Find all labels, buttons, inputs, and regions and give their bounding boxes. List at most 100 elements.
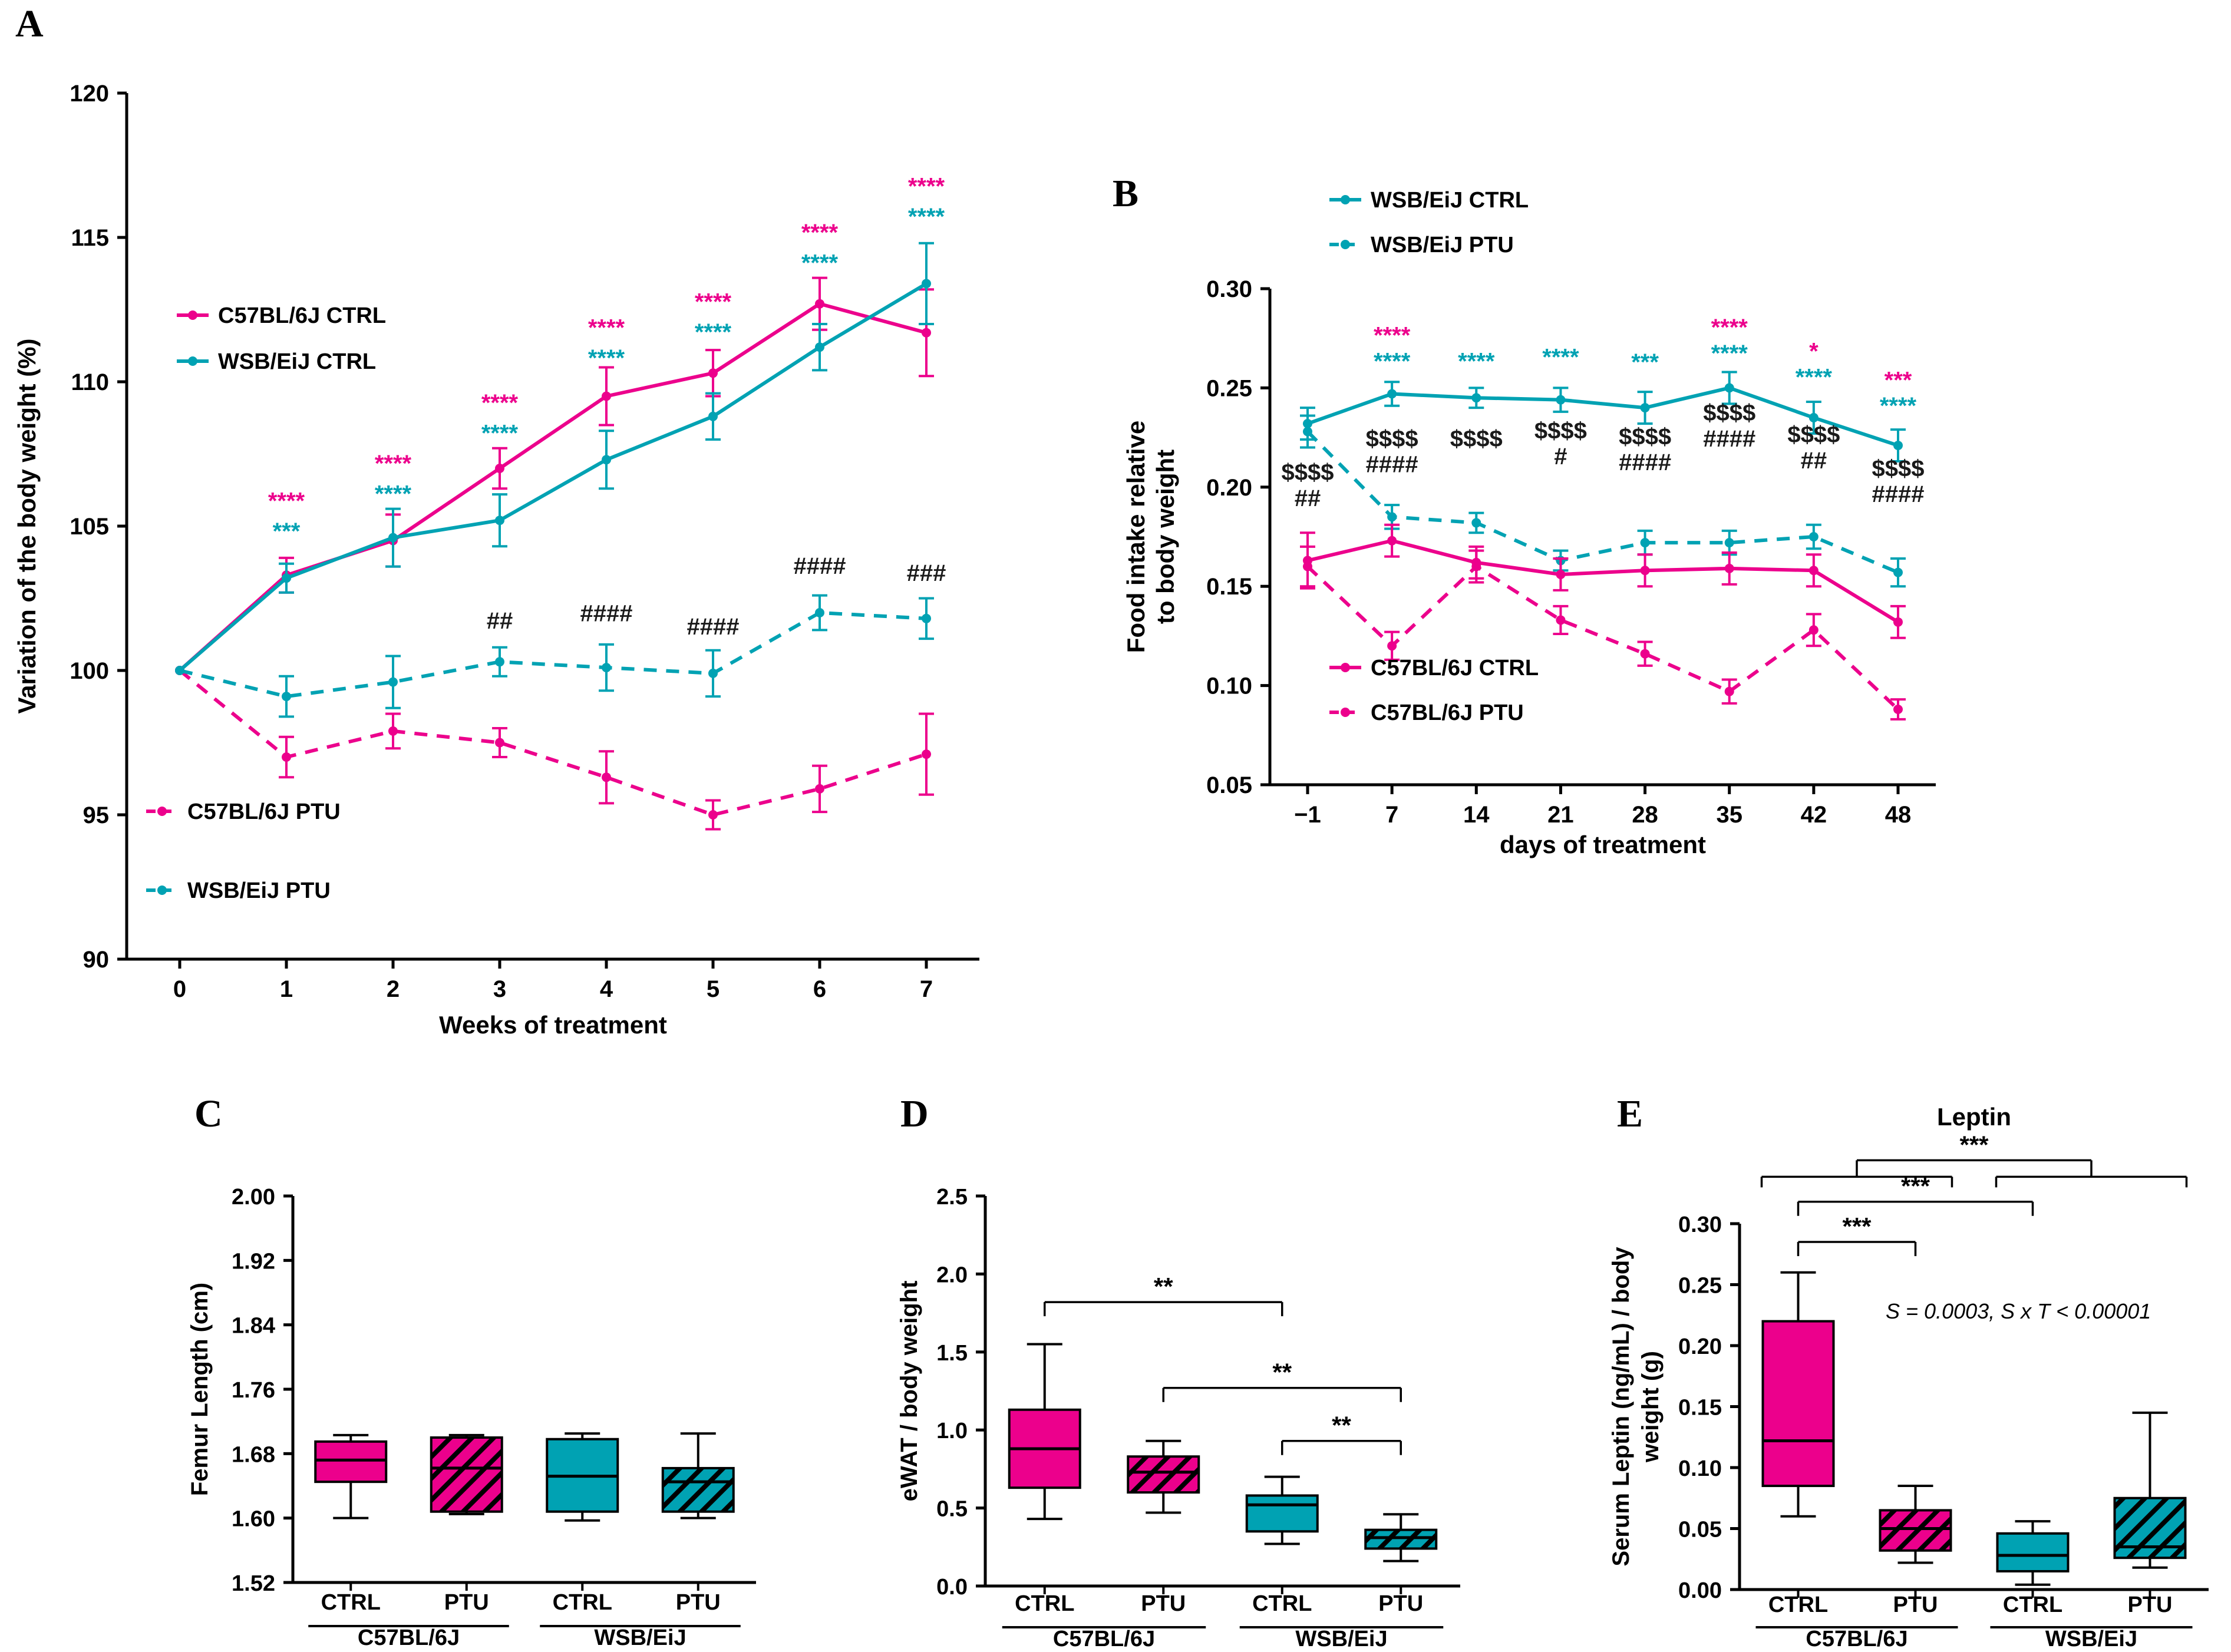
svg-text:0.25: 0.25	[1678, 1274, 1722, 1299]
category-label: PTU	[1141, 1591, 1186, 1616]
svg-text:0.30: 0.30	[1678, 1212, 1722, 1237]
svg-text:7: 7	[920, 976, 933, 1002]
significance-annotation: ****	[1374, 348, 1411, 374]
significance-annotation: #	[1554, 444, 1567, 470]
panel-letter-d: D	[900, 1092, 929, 1135]
group-label: WSB/EiJ	[2045, 1627, 2137, 1651]
panel-letter-a: A	[15, 2, 44, 45]
svg-text:105: 105	[70, 514, 109, 540]
significance-annotation: **	[1272, 1359, 1292, 1386]
svg-text:6: 6	[813, 976, 826, 1002]
svg-text:2.5: 2.5	[936, 1185, 968, 1210]
significance-annotation: $$$$	[1534, 418, 1587, 444]
svg-text:5: 5	[707, 976, 720, 1002]
significance-annotation: ****	[695, 289, 732, 315]
panel-letter-c: C	[194, 1092, 223, 1135]
significance-annotation: ****	[375, 451, 412, 477]
legend-label: C57BL/6J PTU	[187, 799, 341, 824]
box-ctrl-2	[1996, 1532, 2070, 1572]
svg-text:0.05: 0.05	[1678, 1518, 1722, 1542]
significance-annotation: $$$$	[1366, 426, 1418, 452]
svg-text:3: 3	[493, 976, 506, 1002]
svg-text:1.60: 1.60	[232, 1507, 275, 1532]
y-axis-label: Serum Leptin (ng/mL) / body	[1608, 1247, 1634, 1567]
legend-label: WSB/EiJ CTRL	[218, 349, 376, 374]
significance-annotation: **	[1154, 1273, 1173, 1300]
svg-text:7: 7	[1385, 802, 1398, 828]
significance-annotation: $$$$	[1787, 422, 1840, 448]
svg-text:90: 90	[83, 947, 110, 973]
panel-c-chart: 1.52 1.60 1.68 1.76 1.84 1.92 2.00 Femur Length…	[187, 1185, 756, 1650]
y-axis-label: eWAT / body weight	[896, 1281, 922, 1502]
svg-text:42: 42	[1801, 802, 1827, 828]
box-ptu-3	[1364, 1528, 1438, 1550]
significance-annotation: **	[1332, 1412, 1351, 1439]
significance-annotation: ****	[481, 390, 519, 416]
svg-text:0: 0	[173, 976, 186, 1002]
svg-text:1.92: 1.92	[232, 1249, 275, 1274]
legend-label: C57BL/6J CTRL	[1371, 656, 1539, 680]
svg-text:1.84: 1.84	[232, 1314, 275, 1339]
significance-annotation: ****	[801, 220, 839, 246]
significance-annotation: ****	[1542, 345, 1579, 371]
svg-text:0.30: 0.30	[1206, 276, 1252, 302]
leptin-panel-title: Leptin	[1937, 1103, 2011, 1131]
series-wsb-eij-ptu	[175, 594, 934, 718]
significance-annotation: $$$$	[1282, 460, 1334, 485]
svg-text:115: 115	[71, 225, 109, 251]
svg-text:1: 1	[280, 976, 293, 1002]
group-label: WSB/EiJ	[594, 1625, 686, 1650]
significance-annotation: ####	[580, 601, 633, 627]
significance-annotation: ##	[1801, 448, 1827, 474]
svg-text:2.00: 2.00	[232, 1185, 275, 1210]
svg-text:0.15: 0.15	[1678, 1396, 1722, 1420]
svg-text:14: 14	[1463, 802, 1490, 828]
significance-annotation: $$$$	[1450, 426, 1503, 452]
significance-annotation: ####	[1366, 452, 1418, 478]
significance-annotation: ***	[1885, 367, 1912, 393]
y-axis-label: to body weight	[1151, 450, 1179, 624]
box-ptu-3	[661, 1466, 735, 1513]
svg-text:1.76: 1.76	[232, 1378, 275, 1403]
significance-annotation: ####	[794, 553, 846, 579]
svg-text:21: 21	[1547, 802, 1574, 828]
svg-text:0.20: 0.20	[1678, 1334, 1722, 1359]
panel-letter-e: E	[1617, 1092, 1643, 1135]
svg-text:2: 2	[387, 976, 400, 1002]
category-label: CTRL	[553, 1590, 612, 1615]
x-axis-label: days of treatment	[1500, 831, 1706, 858]
box-ctrl-0	[1761, 1320, 1835, 1488]
box-ptu-1	[1127, 1455, 1200, 1494]
panel-d-chart: 0.0 0.5 1.0 1.5 2.0 2.5 eWAT / body weight CTRL…	[896, 1185, 1460, 1651]
svg-text:1.68: 1.68	[232, 1442, 275, 1467]
box-ptu-3	[2113, 1496, 2187, 1560]
category-label: CTRL	[1015, 1591, 1074, 1616]
svg-text:110: 110	[71, 369, 109, 395]
panel-b-chart: 0.05 0.10 0.15 0.20 0.25 0.30 Food intake rela…	[1122, 188, 1936, 858]
category-label: CTRL	[1768, 1592, 1828, 1617]
svg-text:4: 4	[600, 976, 613, 1002]
svg-text:35: 35	[1716, 802, 1742, 828]
significance-annotation: ****	[1796, 364, 1833, 390]
svg-text:0.10: 0.10	[1206, 673, 1252, 699]
significance-annotation: ####	[1872, 481, 1925, 507]
legend-label: WSB/EiJ PTU	[187, 878, 331, 903]
svg-text:1.52: 1.52	[232, 1571, 275, 1596]
significance-annotation: ****	[1880, 393, 1917, 419]
svg-text:0.25: 0.25	[1206, 375, 1252, 401]
stats-note: S = 0.0003, S x T < 0.00001	[1886, 1299, 2151, 1323]
significance-annotation: ****	[1458, 348, 1495, 374]
y-axis-label: Variation of the body weight (%)	[13, 338, 41, 713]
category-label: PTU	[676, 1590, 721, 1615]
svg-text:95: 95	[83, 802, 110, 828]
svg-text:0.15: 0.15	[1206, 574, 1252, 600]
svg-text:1.0: 1.0	[936, 1419, 968, 1443]
svg-text:0.00: 0.00	[1678, 1578, 1722, 1603]
svg-text:0.0: 0.0	[936, 1575, 968, 1600]
significance-annotation: $$$$	[1872, 455, 1925, 481]
significance-annotation: ****	[908, 174, 945, 200]
category-label: CTRL	[321, 1590, 381, 1615]
